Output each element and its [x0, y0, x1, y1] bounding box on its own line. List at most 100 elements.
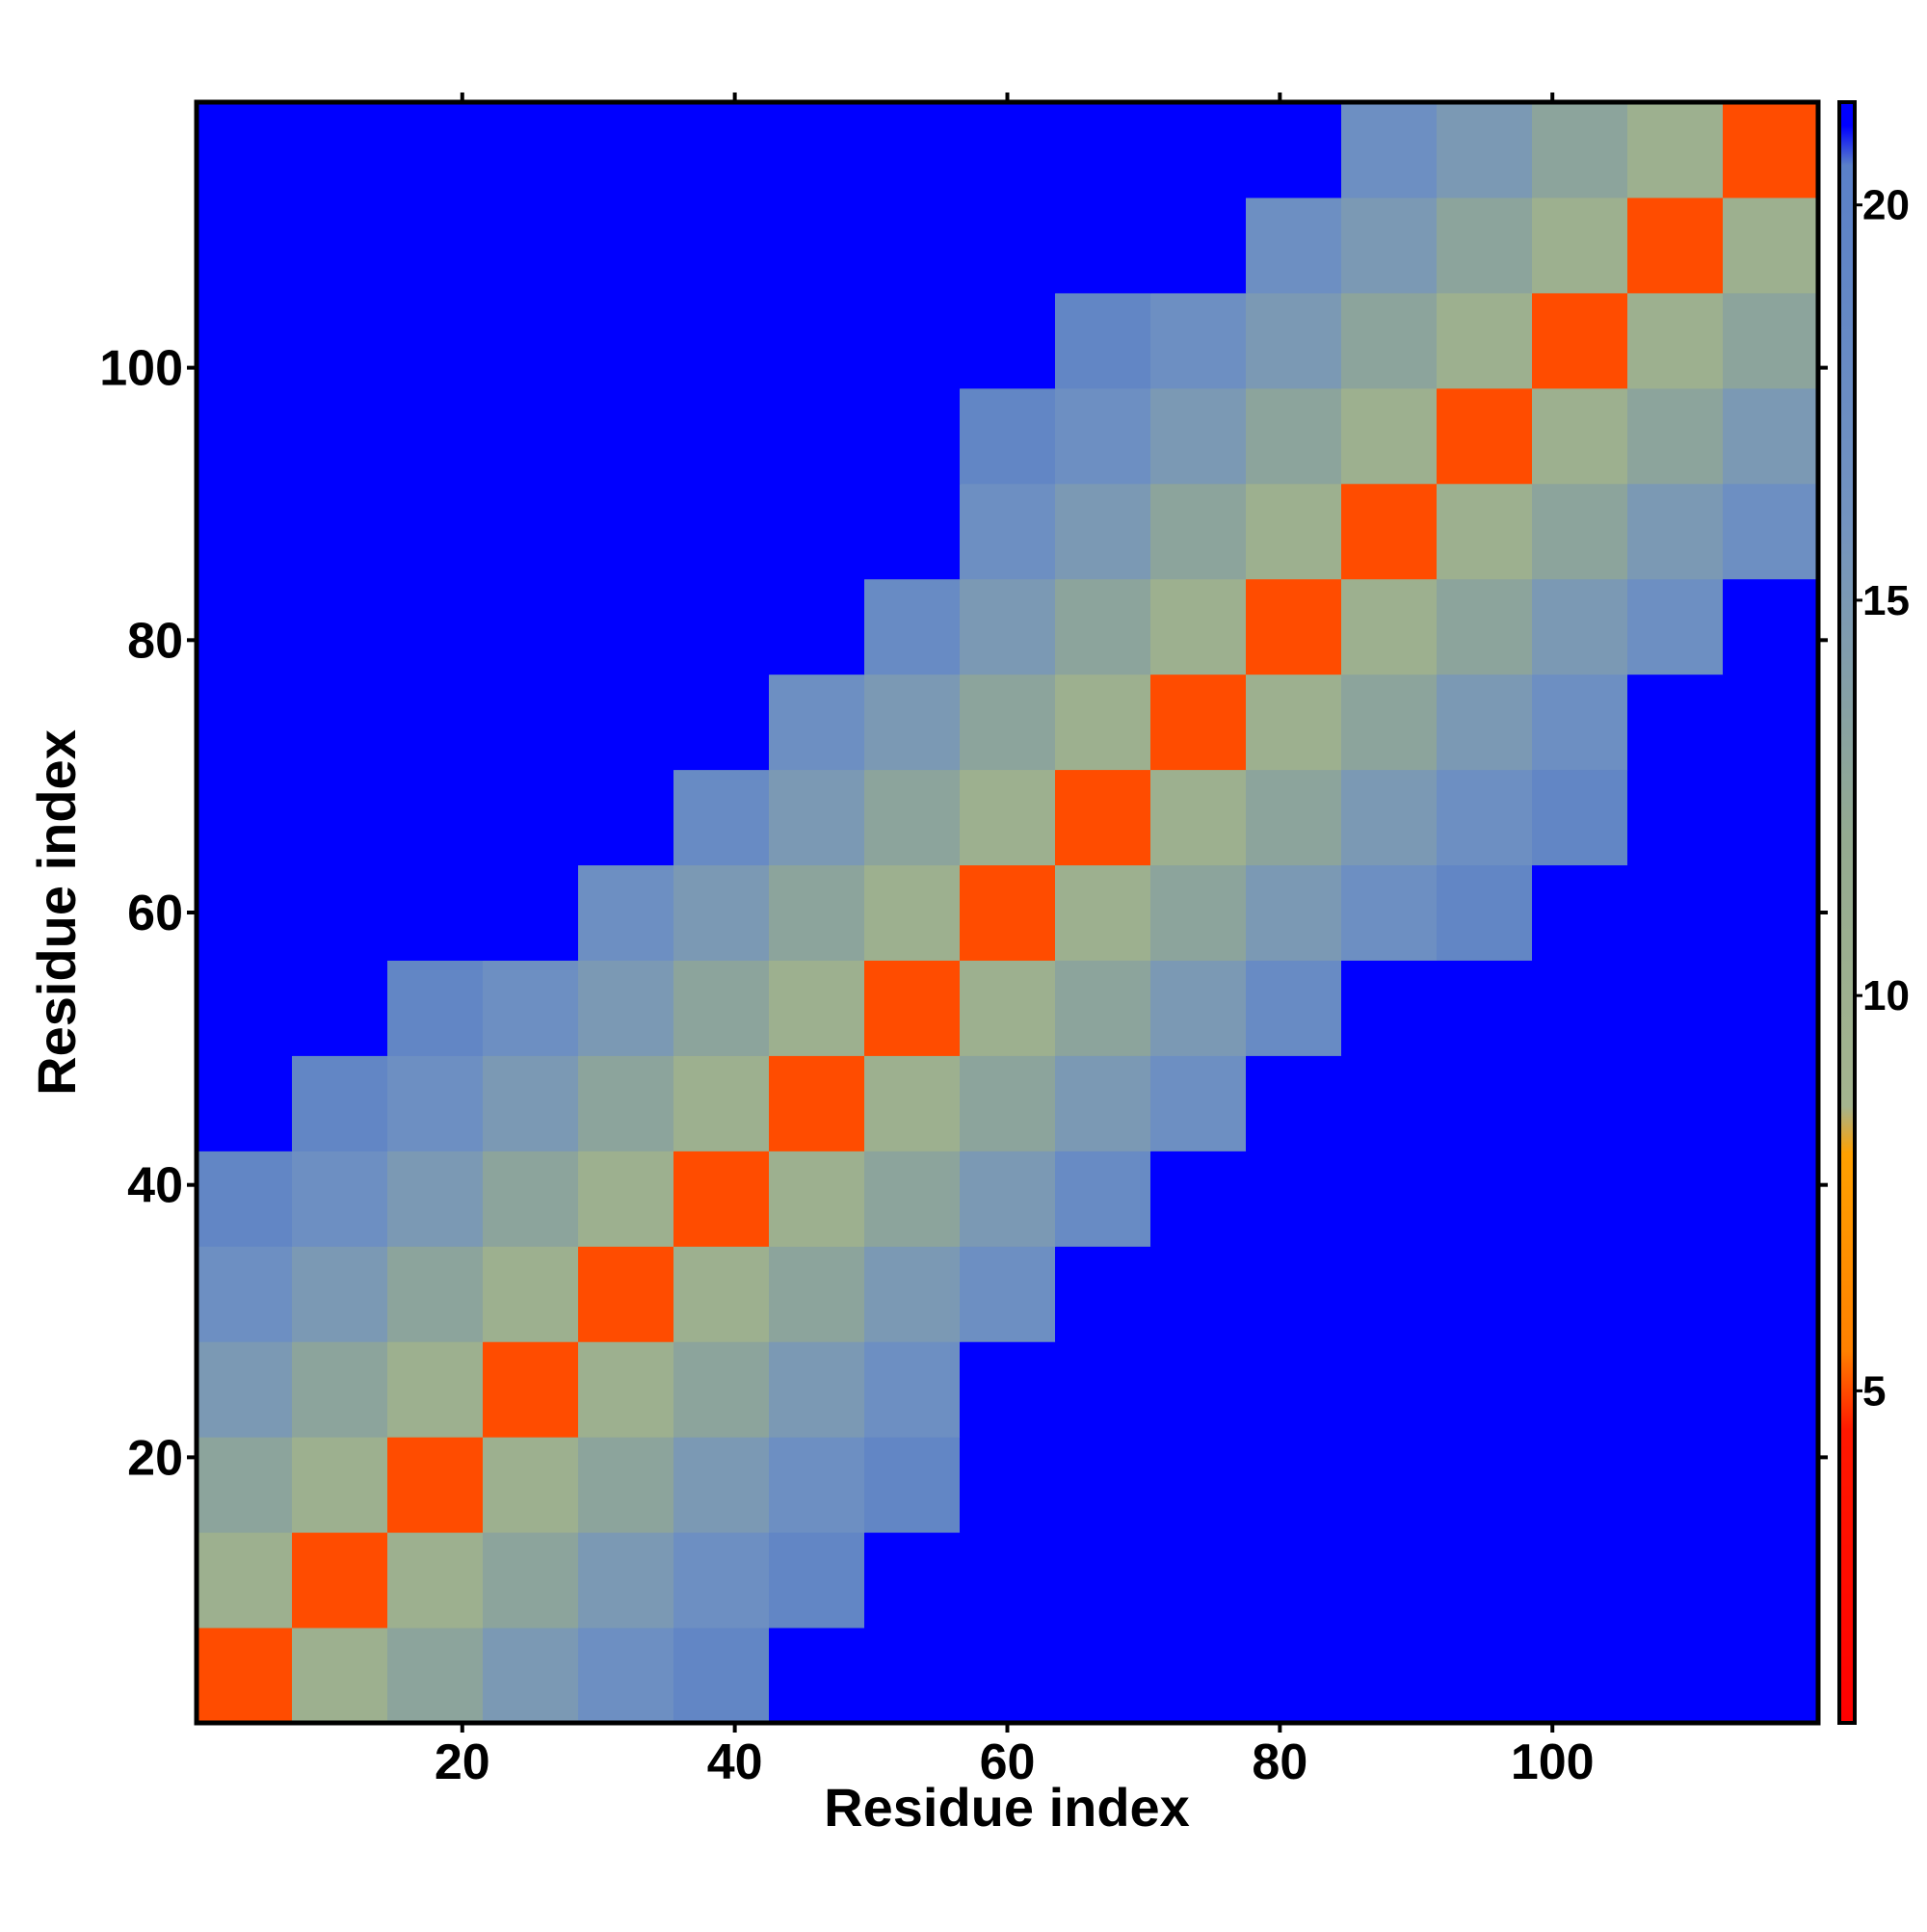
heatmap-cell [578, 578, 674, 675]
heatmap-cell [864, 292, 961, 389]
heatmap-cell [960, 1055, 1056, 1151]
heatmap-cell [292, 102, 388, 198]
heatmap-cell [1055, 102, 1151, 198]
heatmap-cell [1627, 1532, 1724, 1628]
heatmap-cell [769, 387, 865, 485]
heatmap-cell [1532, 578, 1628, 675]
heatmap-cell [1723, 292, 1819, 389]
heatmap-cell [483, 197, 579, 294]
heatmap-cell [1246, 1341, 1342, 1438]
heatmap-cell [292, 387, 388, 485]
heatmap-cell [1723, 1246, 1819, 1342]
heatmap-cell [1341, 674, 1438, 771]
heatmap-cell [1723, 864, 1819, 961]
heatmap-cell [1150, 960, 1247, 1056]
heatmap-cell [1627, 387, 1724, 485]
heatmap-cell [1246, 769, 1342, 866]
heatmap-cell [1341, 960, 1438, 1056]
heatmap-cell [578, 1055, 674, 1151]
heatmap-cell [1723, 1341, 1819, 1438]
heatmap-cell [1246, 197, 1342, 294]
heatmap-cell [1055, 1055, 1151, 1151]
heatmap-cell [1055, 578, 1151, 675]
heatmap-cell [1723, 387, 1819, 485]
heatmap-cell [1532, 1246, 1628, 1342]
heatmap-cell [673, 960, 770, 1056]
heatmap-cell [292, 578, 388, 675]
heatmap-cell [197, 674, 293, 771]
heatmap-cell [960, 1437, 1056, 1533]
heatmap-cell [1055, 674, 1151, 771]
heatmap-cell [387, 1628, 484, 1724]
heatmap-cell [1246, 1055, 1342, 1151]
heatmap-cell [483, 387, 579, 485]
heatmap-cell [1627, 674, 1724, 771]
heatmap-cell [673, 1341, 770, 1438]
heatmap-cell [864, 1628, 961, 1724]
heatmap-cell [960, 960, 1056, 1056]
heatmap-cell [1246, 1437, 1342, 1533]
heatmap-cell [960, 483, 1056, 580]
heatmap-cell [673, 864, 770, 961]
heatmap-cell [1532, 1532, 1628, 1628]
heatmap-cell [578, 292, 674, 389]
heatmap-cell [578, 1246, 674, 1342]
heatmap-cell [292, 483, 388, 580]
y-tick-label: 40 [127, 1158, 183, 1214]
heatmap-cell [292, 674, 388, 771]
heatmap-cell [1341, 483, 1438, 580]
heatmap-cell [960, 197, 1056, 294]
heatmap-cell [960, 1532, 1056, 1628]
y-tick-label: 100 [99, 341, 183, 397]
heatmap-cell [1341, 1532, 1438, 1628]
heatmap-cell [1723, 1532, 1819, 1628]
heatmap [197, 102, 1819, 1724]
heatmap-cell [1341, 1341, 1438, 1438]
heatmap-cell [673, 292, 770, 389]
heatmap-cell [1246, 674, 1342, 771]
heatmap-cell [1723, 1628, 1819, 1724]
heatmap-cell [1437, 1151, 1533, 1247]
heatmap-cell [578, 769, 674, 866]
heatmap-cell [387, 864, 484, 961]
x-tick-label: 20 [435, 1734, 490, 1790]
heatmap-cell [1723, 769, 1819, 866]
heatmap-cell [1055, 1437, 1151, 1533]
heatmap-cell [292, 960, 388, 1056]
heatmap-cell [1627, 1437, 1724, 1533]
heatmap-cell [1341, 1437, 1438, 1533]
heatmap-cell [864, 1246, 961, 1342]
heatmap-cell [864, 197, 961, 294]
heatmap-cell [673, 1151, 770, 1247]
heatmap-cell [1532, 769, 1628, 866]
heatmap-cell [578, 864, 674, 961]
heatmap-cell [483, 864, 579, 961]
heatmap-cell [483, 1055, 579, 1151]
y-axis-label: Residue index [26, 729, 87, 1096]
colorbar [1837, 100, 1857, 1725]
heatmap-cell [1627, 102, 1724, 198]
heatmap-cell [483, 960, 579, 1056]
heatmap-cell [1055, 864, 1151, 961]
heatmap-cell [1150, 102, 1247, 198]
heatmap-cell [387, 769, 484, 866]
heatmap-cell [578, 1628, 674, 1724]
heatmap-cell [1341, 578, 1438, 675]
heatmap-cell [1150, 769, 1247, 866]
heatmap-cell [483, 1151, 579, 1247]
heatmap-cell [769, 197, 865, 294]
heatmap-cell [197, 1628, 293, 1724]
heatmap-cell [197, 102, 293, 198]
heatmap-cell [1055, 387, 1151, 485]
heatmap-cell [769, 1532, 865, 1628]
heatmap-cell [1150, 1532, 1247, 1628]
heatmap-cell [1341, 197, 1438, 294]
heatmap-cell [769, 292, 865, 389]
heatmap-cell [1532, 292, 1628, 389]
heatmap-cell [673, 387, 770, 485]
heatmap-cell [387, 292, 484, 389]
heatmap-cell [1246, 1151, 1342, 1247]
heatmap-cell [1341, 102, 1438, 198]
heatmap-cell [673, 1246, 770, 1342]
heatmap-cell [387, 1151, 484, 1247]
